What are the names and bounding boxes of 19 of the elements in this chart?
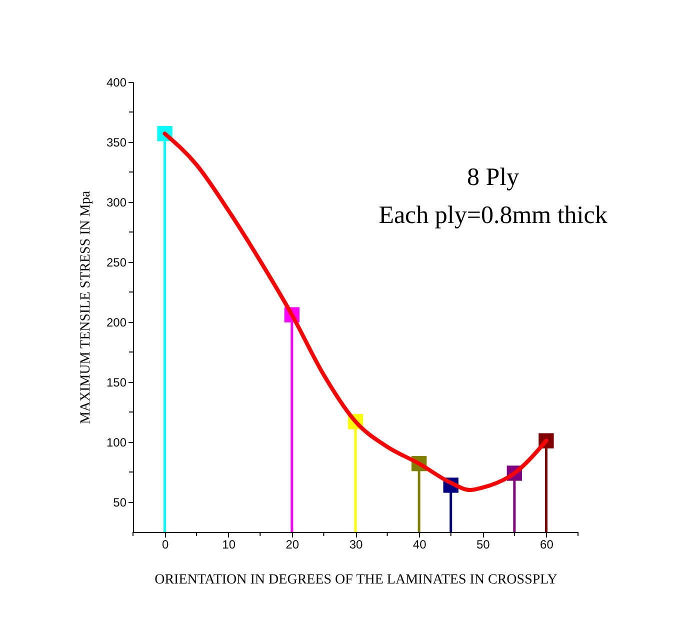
x-tick-label: 50 (476, 538, 490, 552)
x-tick-label: 30 (349, 538, 363, 552)
y-tick-label: 150 (106, 376, 127, 390)
x-tick-label: 0 (162, 538, 169, 552)
y-tick-label: 300 (106, 196, 127, 210)
x-tick-label: 40 (412, 538, 427, 552)
x-tick-label: 10 (222, 538, 236, 552)
y-tick-label: 200 (106, 316, 127, 330)
y-tick-label: 400 (106, 76, 127, 90)
annotation: 8 Ply (466, 164, 520, 191)
y-axis-title: MAXIMUM TENSILE STRESS IN Mpa (78, 190, 94, 424)
y-tick-label: 250 (106, 256, 127, 270)
annotation: Each ply=0.8mm thick (378, 202, 608, 229)
y-tick-label: 50 (113, 496, 127, 510)
x-axis-title: ORIENTATION IN DEGREES OF THE LAMINATES IN CROSSPLY (154, 572, 558, 588)
y-tick-label: 100 (106, 436, 127, 450)
x-tick-label: 60 (540, 538, 554, 552)
x-tick-label: 20 (286, 538, 300, 552)
y-tick-label: 350 (106, 136, 127, 150)
